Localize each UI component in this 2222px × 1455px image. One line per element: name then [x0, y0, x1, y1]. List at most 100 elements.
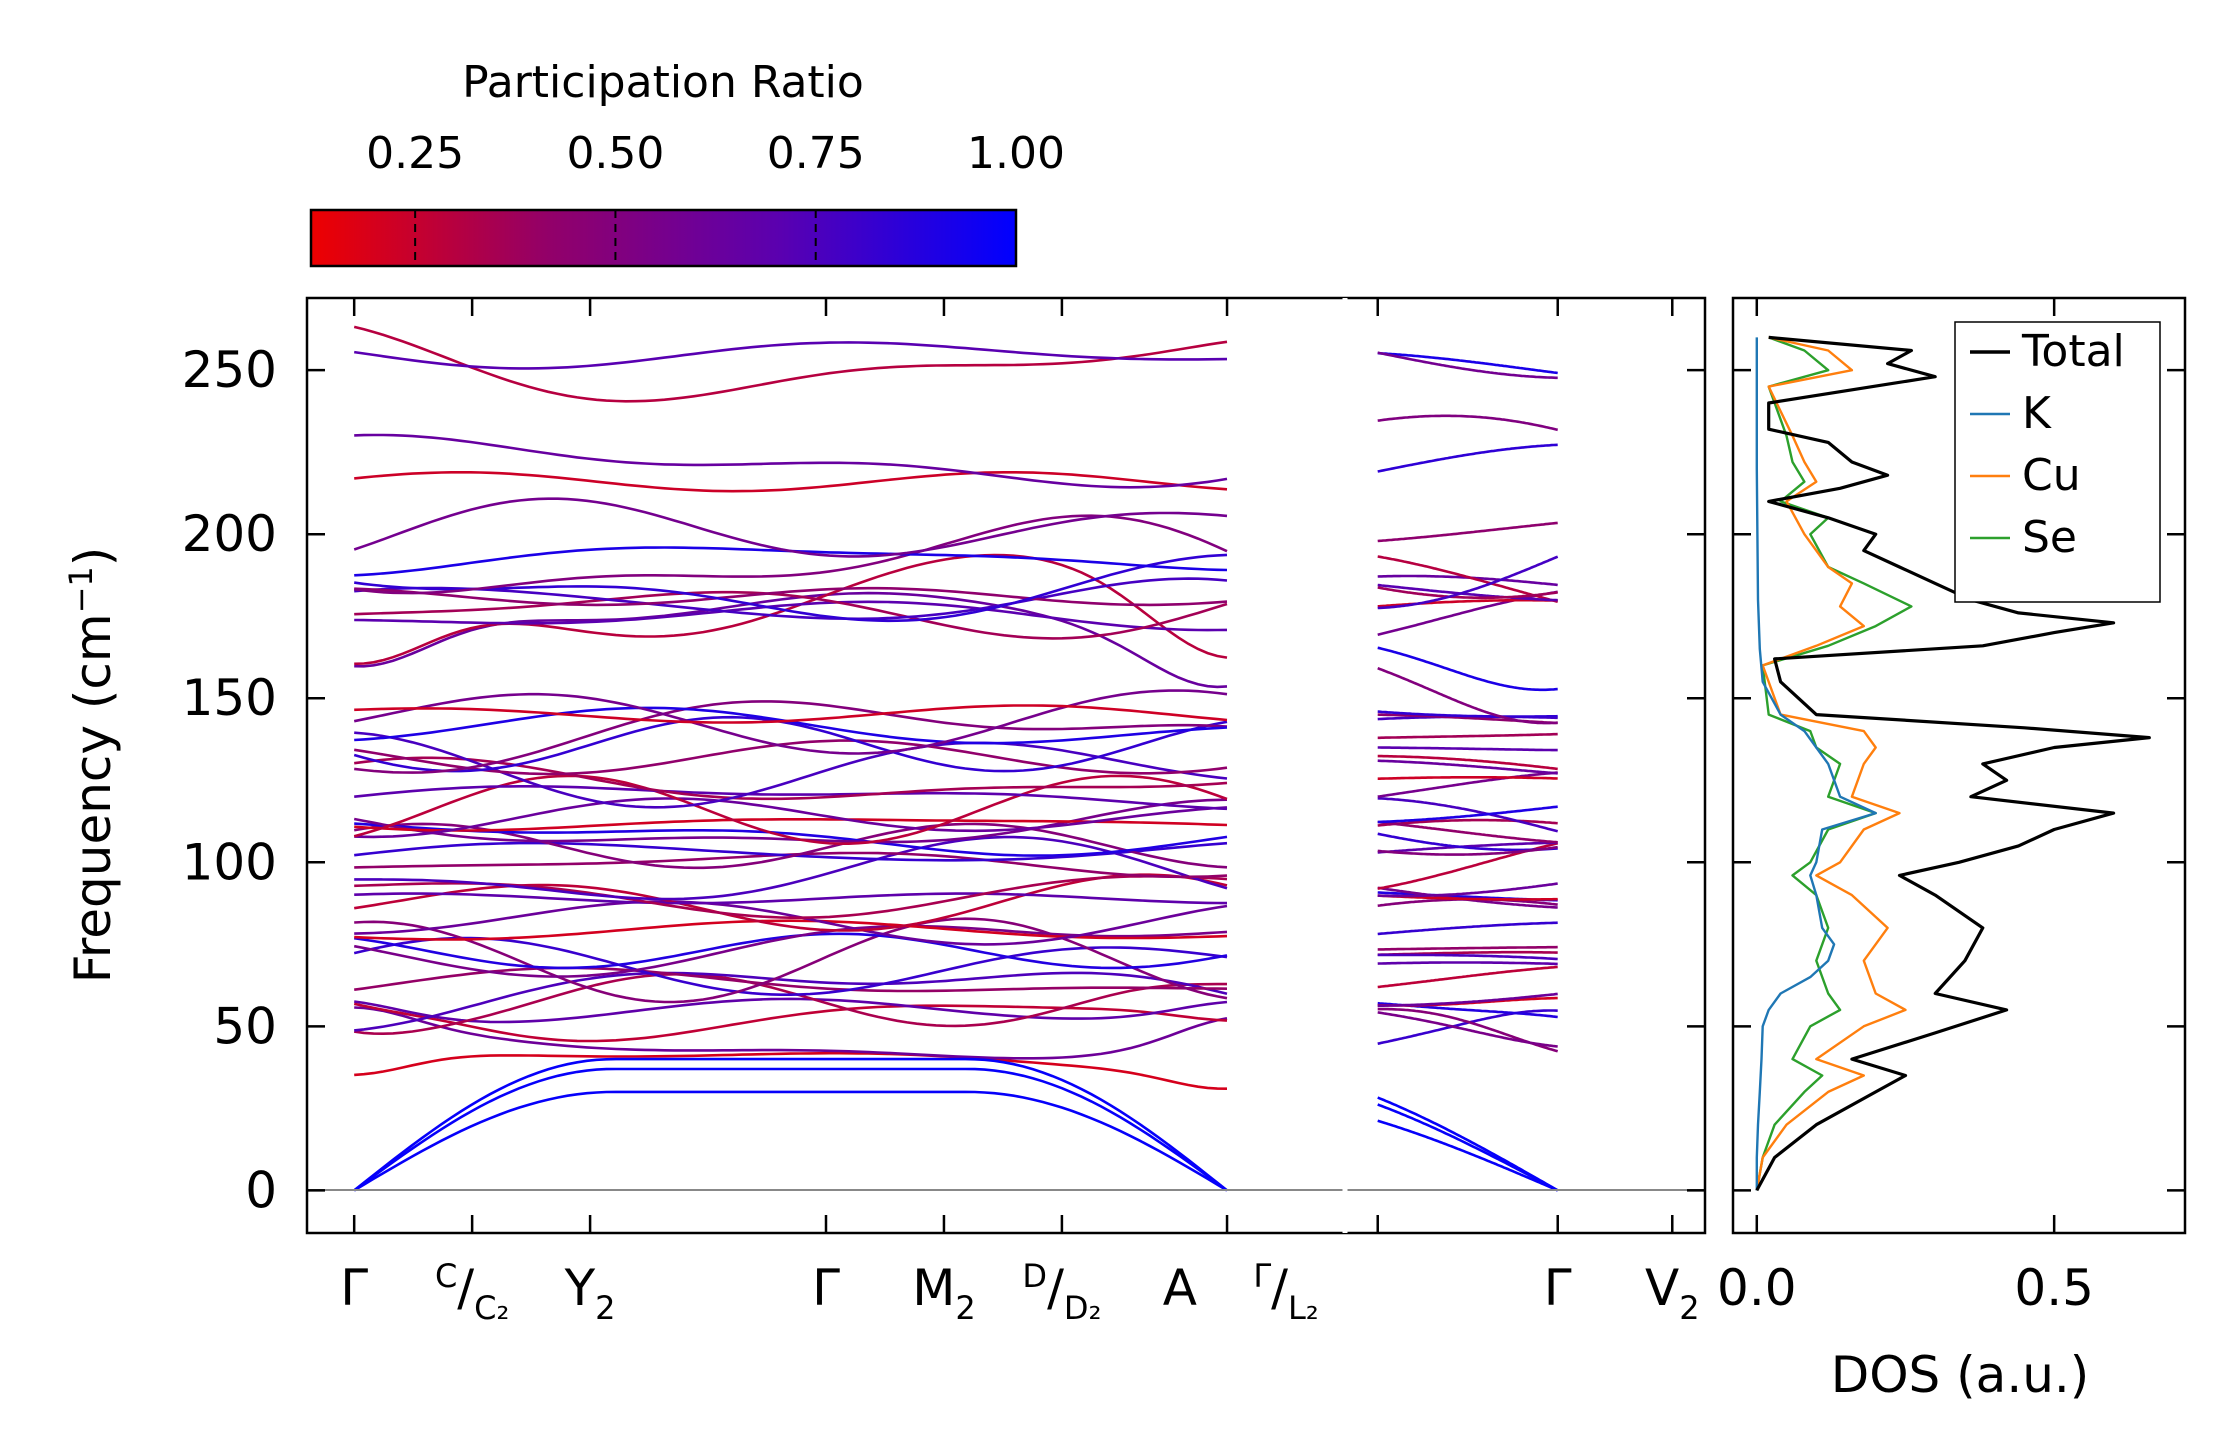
optical-branch	[1377, 586, 1558, 600]
colorbar-tick-label: 0.50	[566, 128, 664, 179]
optical-branch	[1377, 351, 1558, 380]
optical-branch	[353, 497, 1228, 558]
dos-plot-frame	[1731, 296, 2187, 1235]
optical-branch	[1377, 759, 1558, 775]
band-plot-frame	[305, 296, 1707, 1235]
optical-branch	[354, 873, 1228, 932]
y-tick-label: 100	[182, 833, 277, 891]
y-tick-label: 150	[182, 669, 277, 727]
optical-branch	[354, 341, 1228, 370]
optical-branch	[354, 1051, 1228, 1090]
y-tick-label: 250	[182, 341, 277, 399]
optical-branch	[354, 892, 1228, 905]
optical-branch	[1377, 583, 1558, 602]
acoustic-branch	[353, 1090, 1228, 1192]
optical-branch	[1377, 953, 1558, 961]
optical-branch	[354, 514, 1228, 595]
optical-branch	[354, 919, 1228, 941]
optical-branch	[1377, 805, 1558, 824]
optical-branch	[354, 822, 1228, 857]
optical-branch	[1377, 845, 1558, 856]
acoustic-branch	[353, 1067, 1228, 1192]
high-symmetry-label: A	[1163, 1259, 1197, 1317]
y-tick-label: 50	[213, 997, 277, 1055]
dos-x-tick-label: 0.5	[2014, 1259, 2094, 1317]
dos-x-tick-label: 0.0	[1717, 1259, 1797, 1317]
acoustic-branch	[1377, 1103, 1559, 1192]
optical-branch	[353, 1002, 1228, 1043]
high-symmetry-label: Γ	[340, 1259, 368, 1317]
optical-branch	[1377, 746, 1558, 752]
high-symmetry-label: V2	[1645, 1259, 1700, 1327]
legend-label: Total	[2021, 326, 2125, 377]
k-path-ticks	[352, 298, 1674, 1233]
high-symmetry-label: C/C₂	[435, 1257, 509, 1327]
optical-branch	[1377, 921, 1558, 936]
high-symmetry-label: D/D₂	[1022, 1257, 1101, 1327]
optical-branch	[1377, 555, 1559, 610]
high-symmetry-label: M2	[912, 1259, 976, 1327]
optical-branch	[354, 997, 1228, 1024]
colorbar-gradient	[309, 208, 1018, 268]
optical-branch	[1377, 882, 1558, 898]
optical-branch	[354, 817, 1228, 832]
high-symmetry-label: Γ/L₂	[1253, 1257, 1318, 1327]
optical-branch	[354, 900, 1228, 946]
optical-branch	[354, 835, 1228, 901]
optical-branch	[1377, 351, 1558, 375]
optical-branch	[1377, 646, 1558, 692]
high-symmetry-label: Γ	[812, 1259, 840, 1317]
band-structure-panel: 0 50 100 150 200 250 Γ C/C₂ Y2 Γ M2 D/D₂ A Γ/L₂ Γ V2 F…	[62, 296, 2185, 1327]
dos-curve-cu	[1755, 336, 1907, 1191]
optical-branch	[1377, 443, 1558, 473]
optical-branch	[353, 715, 1228, 773]
colorbar-tick-label: 1.00	[967, 128, 1065, 179]
optical-branch	[1377, 521, 1558, 543]
optical-branch	[354, 590, 1228, 640]
legend-label: Cu	[2022, 450, 2081, 501]
optical-branch	[354, 972, 1227, 1036]
optical-branch	[354, 971, 1228, 1032]
optical-branch	[354, 470, 1228, 493]
frequency-axis-label: Frequency (cm−1)	[62, 547, 122, 984]
legend-label: K	[2022, 388, 2052, 439]
optical-branch	[1377, 961, 1558, 966]
optical-branch	[353, 798, 1228, 844]
legend-frame	[1954, 321, 2161, 603]
optical-branch	[1377, 771, 1558, 798]
optical-branch	[1377, 555, 1559, 603]
optical-branch	[354, 704, 1228, 724]
optical-branch	[353, 689, 1228, 755]
optical-branch	[1377, 818, 1558, 827]
optical-branch	[354, 966, 1228, 993]
dos-axis: 0.0 0.5	[1717, 298, 2094, 1317]
dos-legend: Total K Cu Se	[1954, 321, 2161, 603]
optical-branch	[354, 1006, 1228, 1060]
legend-label: Se	[2022, 512, 2077, 563]
high-symmetry-label: Y2	[564, 1259, 616, 1327]
colorbar-tick-labels: 0.25 0.50 0.75 1.00	[366, 128, 1065, 179]
optical-branch	[354, 739, 1228, 776]
optical-branch	[354, 553, 1228, 623]
acoustic-branch	[1377, 1119, 1559, 1192]
optical-branch	[1377, 965, 1558, 989]
frequency-axis: 0 50 100 150 200 250	[182, 341, 2185, 1219]
optical-branch	[1377, 666, 1558, 725]
high-symmetry-labels: Γ C/C₂ Y2 Γ M2 D/D₂ A Γ/L₂ Γ V2	[340, 1257, 1699, 1327]
optical-branch	[354, 577, 1228, 621]
high-symmetry-label: Γ	[1544, 1259, 1572, 1317]
optical-branch	[354, 433, 1228, 489]
optical-branch	[354, 841, 1228, 862]
optical-branch	[1377, 1011, 1558, 1048]
colorbar-ticks	[414, 210, 817, 266]
dos-curves	[1755, 335, 2151, 1192]
optical-branch	[354, 797, 1228, 839]
colorbar: Participation Ratio 0.25 0.50 0.75 1.00	[309, 57, 1065, 268]
optical-branch	[354, 586, 1228, 607]
optical-branch	[1377, 992, 1558, 1008]
dos-curve-se	[1755, 336, 1913, 1191]
y-tick-label: 0	[245, 1161, 277, 1219]
colorbar-title: Participation Ratio	[462, 57, 864, 108]
optical-branch	[1377, 820, 1558, 844]
optical-branch	[354, 700, 1228, 774]
